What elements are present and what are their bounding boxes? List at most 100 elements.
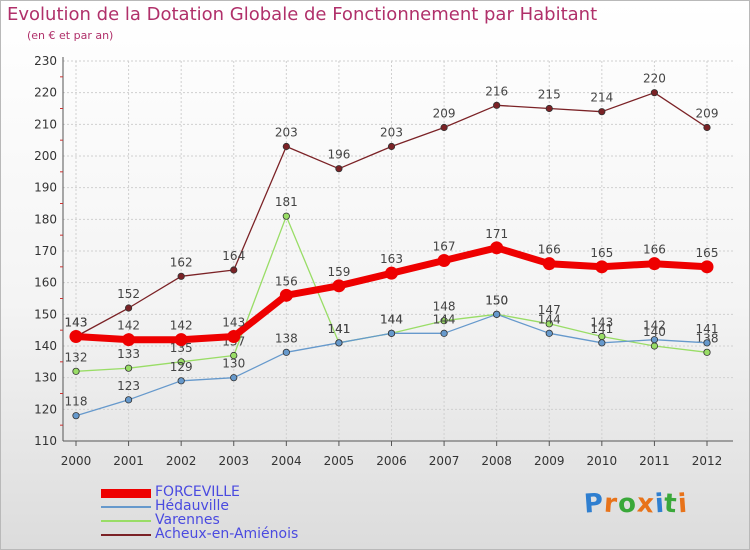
data-label: 152	[117, 287, 140, 301]
data-point	[385, 266, 398, 280]
x-tick-label: 2002	[166, 454, 197, 468]
data-point	[595, 260, 609, 274]
data-label: 209	[433, 107, 456, 121]
data-point	[282, 142, 290, 151]
legend-item: Hédauville	[101, 498, 341, 514]
y-tick-label: 230	[34, 54, 57, 68]
y-tick-label: 150	[34, 307, 57, 321]
data-point	[174, 333, 188, 347]
data-label: 163	[380, 252, 403, 266]
data-label: 203	[380, 126, 403, 140]
data-label: 144	[380, 312, 403, 326]
data-label: 148	[433, 300, 456, 314]
data-point	[230, 351, 238, 360]
data-point	[230, 374, 238, 382]
logo-letter: o	[616, 488, 638, 520]
x-tick-label: 2005	[324, 454, 355, 468]
x-tick-label: 2011	[639, 454, 670, 468]
x-tick-label: 2009	[534, 454, 565, 468]
data-label: 141	[327, 322, 350, 336]
data-label: 214	[590, 91, 613, 105]
data-point	[122, 333, 136, 347]
data-point	[72, 412, 80, 420]
y-tick-label: 220	[34, 86, 57, 100]
data-label: 143	[65, 316, 88, 330]
data-label: 209	[696, 107, 719, 121]
data-label: 118	[65, 395, 88, 409]
data-label: 130	[222, 357, 245, 371]
legend-label: Hédauville	[155, 498, 230, 514]
data-point	[227, 330, 241, 343]
data-point	[493, 101, 501, 109]
data-point	[703, 348, 711, 356]
data-point	[282, 212, 290, 220]
x-tick-label: 2004	[271, 454, 302, 468]
y-tick-label: 210	[34, 117, 57, 131]
data-point	[279, 288, 293, 302]
data-label: 164	[222, 249, 245, 263]
legend-label: Varennes	[155, 512, 220, 528]
y-tick-label: 180	[34, 212, 57, 226]
data-label: 196	[327, 148, 350, 162]
data-point	[437, 254, 451, 267]
data-label: 143	[222, 316, 245, 330]
logo-letter: i	[676, 488, 689, 520]
data-point	[440, 317, 448, 325]
data-point	[650, 336, 659, 344]
x-tick-label: 2008	[481, 454, 512, 468]
data-label: 144	[538, 312, 561, 326]
data-point	[177, 377, 185, 385]
data-point	[490, 241, 504, 255]
data-label: 141	[327, 322, 350, 336]
y-tick-label: 130	[34, 371, 57, 385]
data-point	[440, 329, 448, 337]
data-point	[650, 342, 659, 350]
x-tick-label: 2003	[218, 454, 249, 468]
data-point	[335, 165, 343, 173]
data-label: 181	[275, 195, 298, 209]
chart-legend: FORCEVILLE Hédauville Varennes Acheux-en-Am…	[101, 484, 341, 542]
data-point	[545, 329, 553, 337]
chart-subtitle: (en € et par an)	[27, 29, 114, 42]
legend-swatch	[101, 488, 151, 498]
data-label: 203	[275, 126, 298, 140]
y-tick-label: 110	[34, 434, 57, 448]
data-label: 123	[117, 379, 140, 393]
data-point	[124, 364, 133, 372]
data-label: 220	[643, 72, 666, 86]
data-point	[124, 304, 133, 312]
data-point	[332, 279, 346, 293]
x-tick-label: 2007	[429, 454, 460, 468]
legend-item: FORCEVILLE	[101, 484, 341, 500]
x-tick-label: 2001	[113, 454, 144, 468]
data-label: 144	[433, 312, 456, 326]
data-label: 132	[65, 350, 88, 364]
data-point	[440, 123, 448, 132]
legend-swatch	[101, 506, 151, 508]
legend-label: Acheux-en-Amiénois	[155, 526, 299, 542]
data-label: 159	[327, 265, 350, 279]
legend-item: Acheux-en-Amiénois	[101, 526, 341, 542]
proxiti-logo: Proxiti	[583, 488, 689, 520]
data-point	[493, 310, 501, 318]
x-tick-label: 2010	[587, 454, 618, 468]
data-label: 166	[538, 243, 561, 257]
data-point	[387, 329, 396, 337]
data-point	[598, 339, 606, 347]
data-label: 150	[485, 293, 508, 307]
data-point	[545, 320, 553, 328]
data-label: 140	[643, 325, 666, 339]
data-label: 143	[65, 316, 88, 330]
data-label: 147	[538, 303, 561, 317]
data-point	[335, 339, 343, 347]
data-label: 215	[538, 88, 561, 102]
x-tick-label: 2012	[692, 454, 723, 468]
data-label: 141	[696, 322, 719, 336]
data-label: 135	[170, 341, 193, 355]
data-label: 138	[275, 331, 298, 345]
data-point	[700, 260, 714, 274]
x-tick-label: 2000	[61, 454, 92, 468]
data-label: 142	[117, 319, 140, 333]
